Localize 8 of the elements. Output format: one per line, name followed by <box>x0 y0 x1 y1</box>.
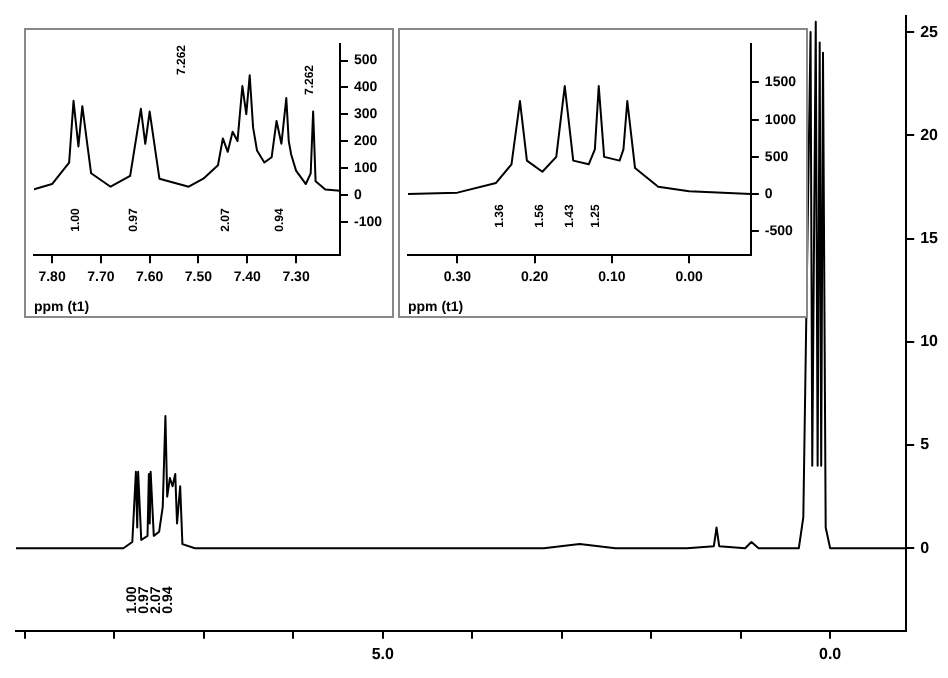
x-tick-label: 0.0 <box>819 644 843 663</box>
y-tick-label: 10 <box>920 332 940 351</box>
y-tick-label: 20 <box>920 125 940 144</box>
x-tick-label: 5.0 <box>371 644 396 663</box>
y-tick-label: 0 <box>920 538 931 557</box>
y-tick-label: 5 <box>920 435 931 454</box>
y-tick-label: 15 <box>920 228 940 247</box>
y-tick-label: 25 <box>920 22 940 41</box>
